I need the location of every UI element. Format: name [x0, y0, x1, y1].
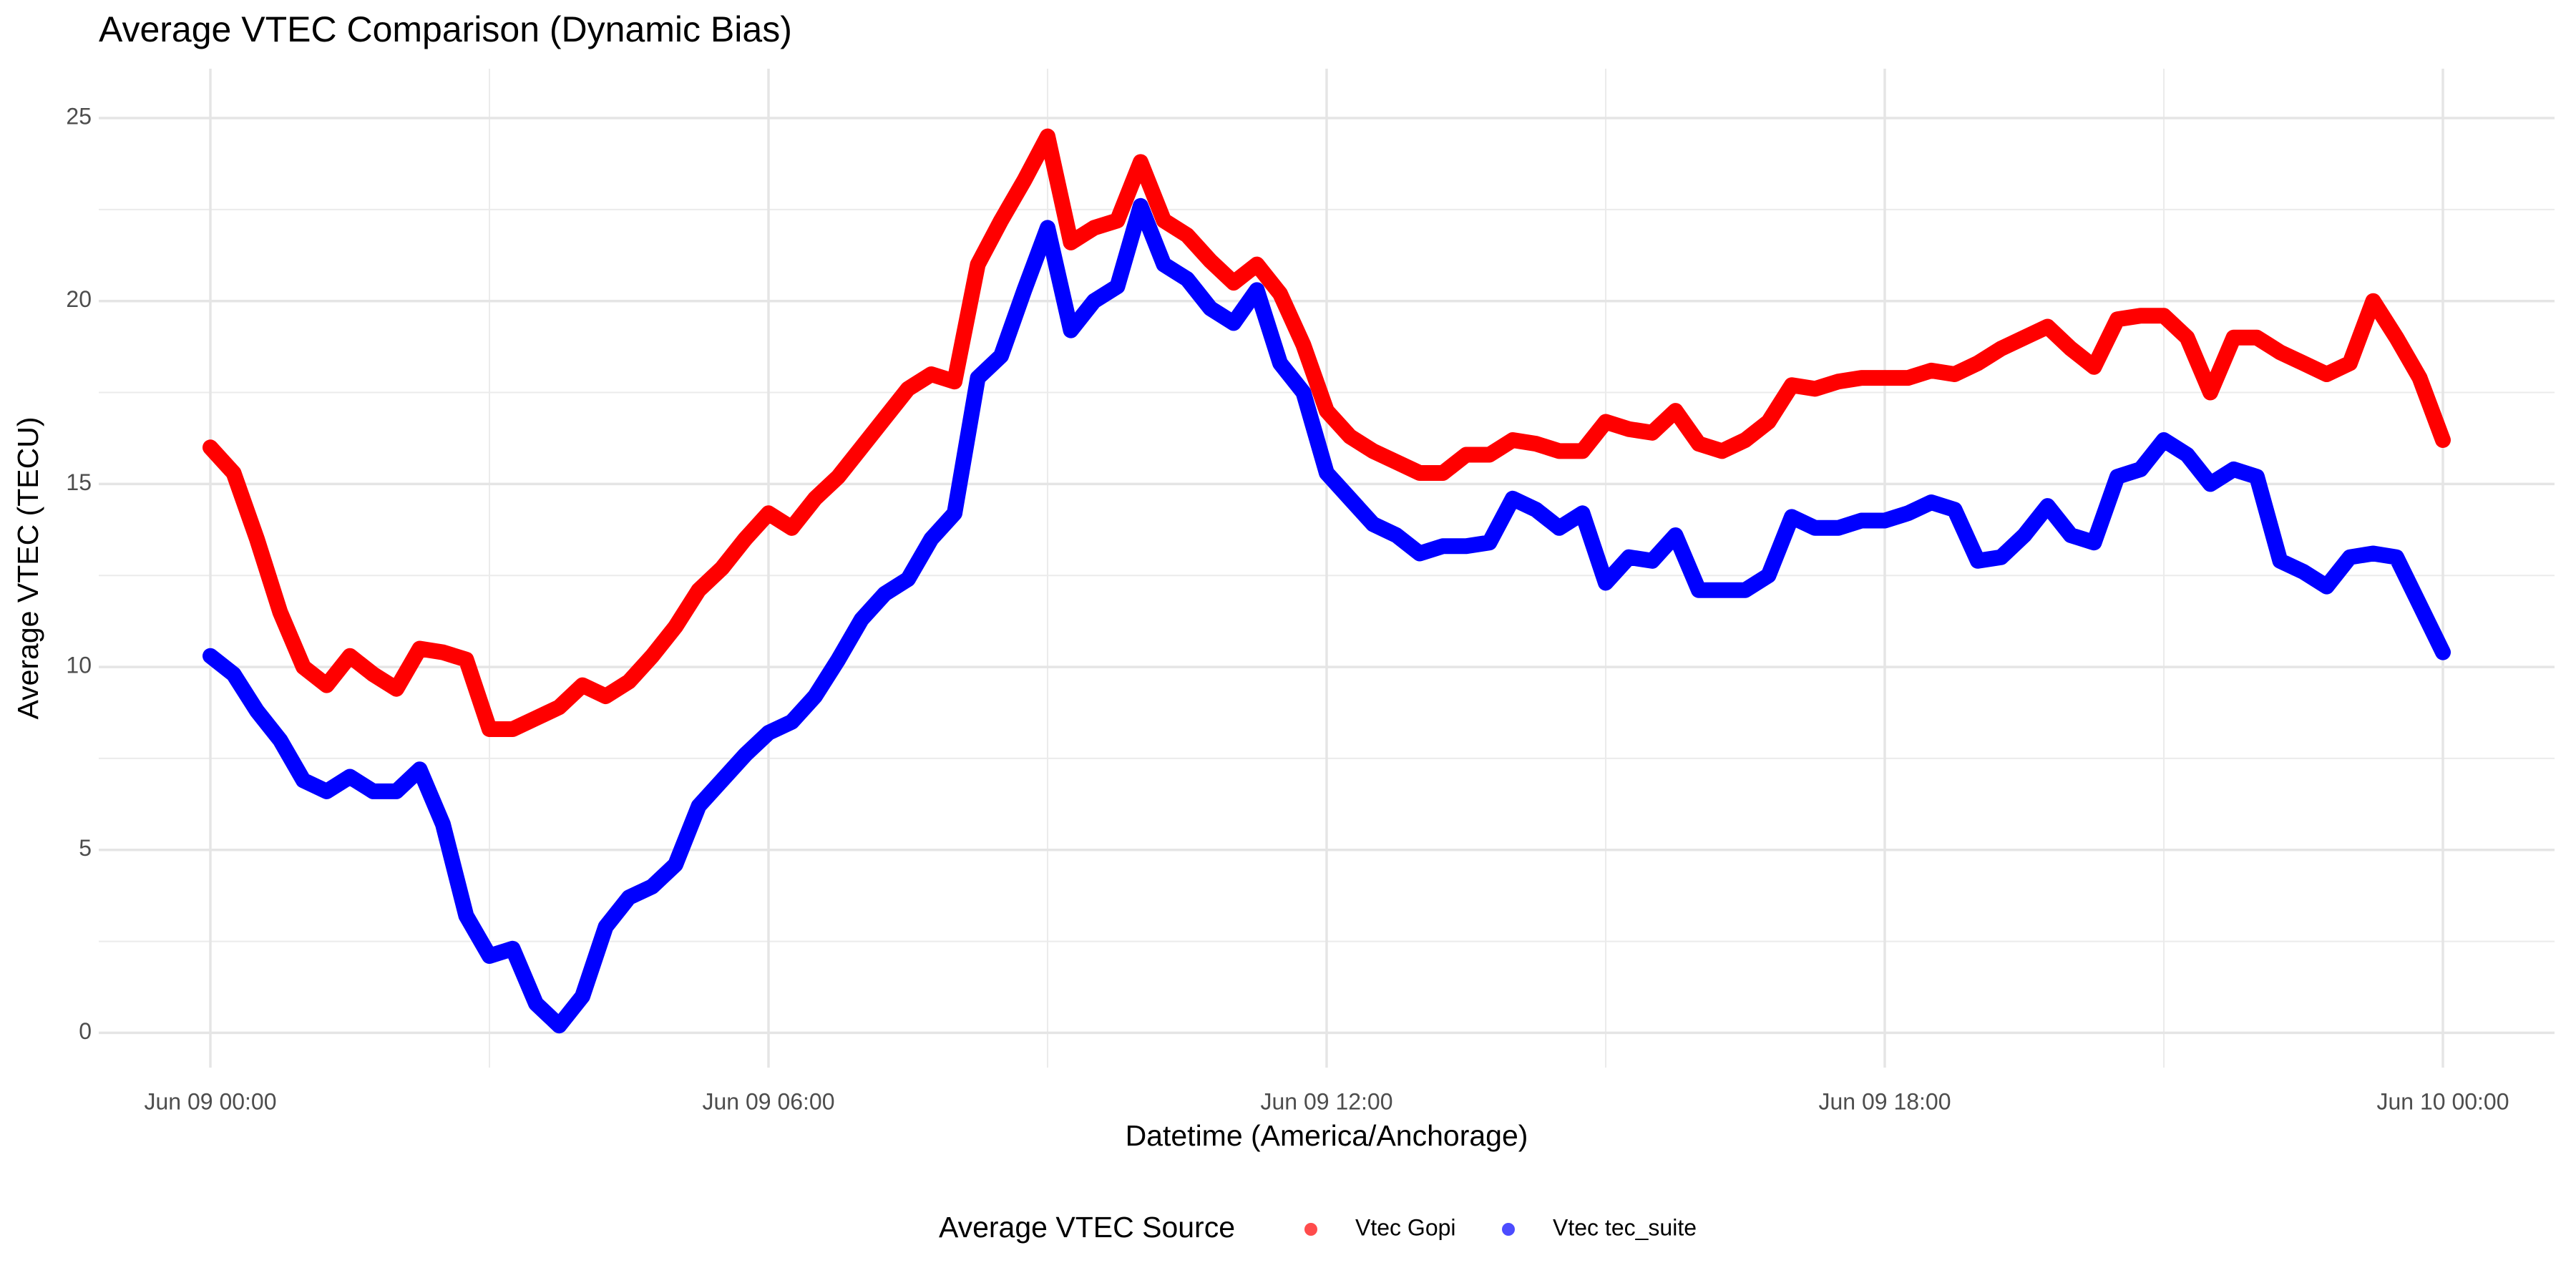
y-axis-title: Average VTEC (TECU) — [11, 416, 44, 719]
series-line — [203, 128, 2451, 737]
legend-label: Vtec Gopi — [1355, 1214, 1456, 1240]
chart-title: Average VTEC Comparison (Dynamic Bias) — [99, 9, 792, 49]
legend-title: Average VTEC Source — [939, 1211, 1235, 1244]
legend-marker — [1502, 1223, 1515, 1236]
y-tick-label: 20 — [66, 286, 92, 312]
x-tick-label: Jun 10 00:00 — [2376, 1088, 2509, 1114]
y-tick-label: 5 — [79, 835, 92, 861]
legend-marker — [1304, 1223, 1317, 1236]
y-tick-label: 15 — [66, 469, 92, 495]
x-tick-label: Jun 09 12:00 — [1260, 1088, 1392, 1114]
x-tick-label: Jun 09 00:00 — [144, 1088, 276, 1114]
series-line — [203, 197, 2451, 1034]
y-tick-label: 25 — [66, 103, 92, 129]
y-tick-label: 0 — [79, 1018, 92, 1044]
x-tick-label: Jun 09 18:00 — [1818, 1088, 1951, 1114]
x-axis-title: Datetime (America/Anchorage) — [1126, 1119, 1528, 1152]
y-tick-label: 10 — [66, 653, 92, 678]
legend-label: Vtec tec_suite — [1553, 1214, 1697, 1240]
x-tick-label: Jun 09 06:00 — [702, 1088, 834, 1114]
